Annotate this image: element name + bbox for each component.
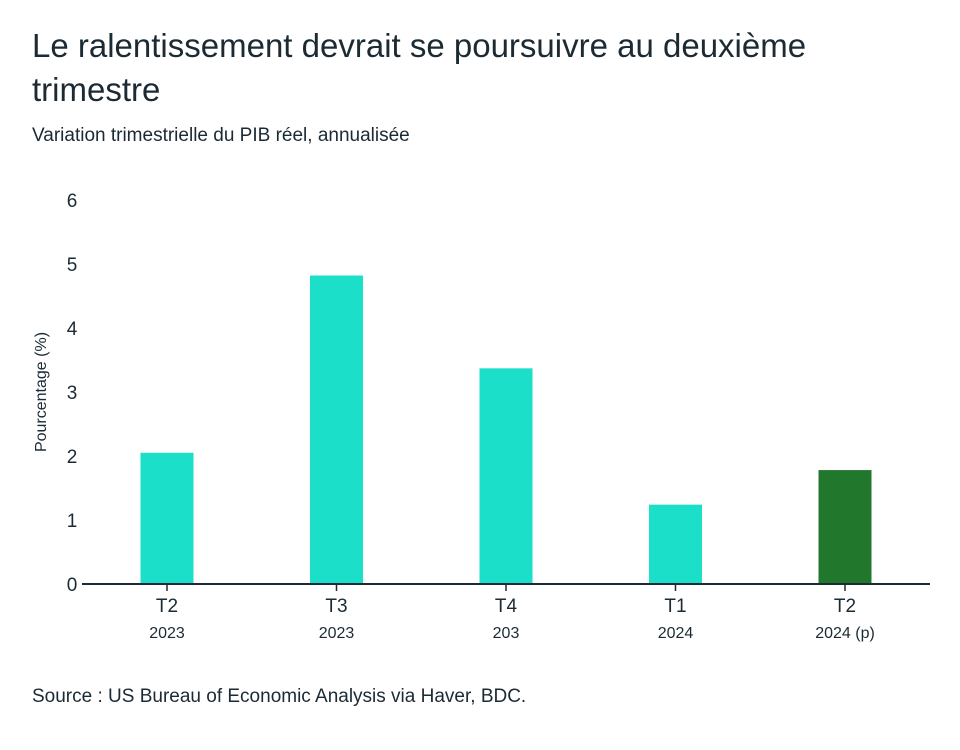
y-axis-label: Pourcentage (%) [33,332,50,452]
chart-subtitle: Variation trimestrielle du PIB réel, ann… [32,125,410,146]
bar [310,275,363,584]
y-tick-label: 5 [67,255,78,276]
x-tick-label-year: 2024 [658,625,694,642]
x-tick-label-quarter: T2 [834,596,856,617]
bar-projection [818,470,872,584]
y-tick-label: 0 [67,575,78,596]
y-tick-label: 2 [67,447,78,468]
x-tick-label-quarter: T1 [664,596,686,617]
y-axis-ticks: 0 1 2 3 4 5 6 [67,191,78,596]
x-tick-label-quarter: T4 [495,596,518,617]
source-note: Source : US Bureau of Economic Analysis … [32,686,527,707]
y-tick-label: 1 [67,511,78,532]
x-tick-label-year: 2023 [149,625,185,642]
chart-title: Le ralentissement devrait se poursuivre … [32,27,807,108]
bar [479,368,533,584]
x-tick-label-quarter: T2 [156,596,178,617]
x-tick-label-year: 2023 [319,625,355,642]
y-tick-label: 4 [67,319,78,340]
bar [140,452,194,584]
x-tick-label-year: 2024 (p) [815,625,875,642]
x-tick-label-year: 203 [493,625,520,642]
x-tick-label-quarter: T3 [325,596,347,617]
bar [649,504,702,584]
y-tick-label: 6 [67,191,78,212]
x-axis-ticks: T2 2023 T3 2023 T4 203 T1 2024 T2 2024 (p) [149,584,875,642]
bars [140,275,872,584]
y-tick-label: 3 [67,383,78,404]
